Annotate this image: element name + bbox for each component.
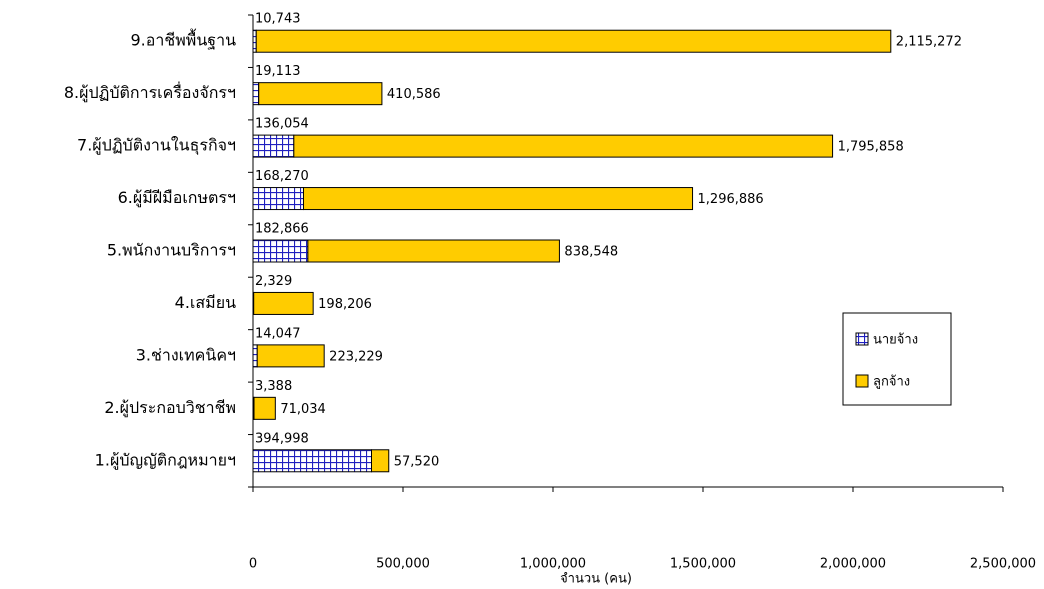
value-label: 182,866: [255, 222, 309, 237]
x-axis-title: จำนวน (คน): [560, 572, 632, 587]
value-label: 10,743: [255, 12, 301, 27]
value-label: 57,520: [394, 454, 440, 469]
category-label: 4.เสมียน: [175, 293, 236, 312]
category-label: 2.ผู้ประกอบวิชาชีพ: [104, 398, 236, 418]
bar-segment: [253, 291, 314, 315]
x-tick-label: 2,000,000: [820, 557, 886, 572]
value-label: 1,795,858: [838, 140, 904, 155]
bar-segment: [252, 239, 309, 263]
value-label: 198,206: [318, 297, 372, 312]
bar-segment: [307, 239, 560, 263]
legend-swatch: [855, 374, 869, 388]
value-label: 71,034: [280, 402, 326, 417]
bar-segment: [253, 396, 276, 420]
x-tick-label: 1,000,000: [520, 557, 586, 572]
bar-segment: [252, 134, 295, 158]
category-label: 5.พนักงานบริการฯ: [107, 241, 236, 260]
x-tick-label: 0: [249, 557, 257, 572]
bar-segment: [256, 344, 325, 368]
bar-segment: [252, 449, 372, 473]
value-label: 394,998: [255, 431, 309, 446]
value-label: 2,115,272: [896, 35, 962, 50]
value-label: 838,548: [564, 245, 618, 260]
value-label: 1,296,886: [698, 192, 764, 207]
bar-segment: [370, 449, 390, 473]
category-label: 3.ช่างเทคนิคฯ: [136, 345, 236, 364]
bar-segment: [293, 134, 834, 158]
x-tick-label: 1,500,000: [670, 557, 736, 572]
category-label: 1.ผู้บัญญัติกฎหมายฯ: [95, 450, 236, 470]
value-label: 3,388: [255, 379, 292, 394]
legend-label: ลูกจ้าง: [873, 375, 910, 390]
bar-segment: [258, 82, 383, 106]
value-label: 410,586: [387, 87, 441, 102]
value-label: 2,329: [255, 274, 292, 289]
category-label: 8.ผู้ปฏิบัติการเครื่องจักรฯ: [64, 81, 236, 103]
value-label: 168,270: [255, 169, 309, 184]
legend-box: [842, 312, 952, 406]
bar-segment: [252, 344, 258, 368]
legend-swatch: [855, 332, 869, 346]
x-tick-label: 2,500,000: [970, 557, 1036, 572]
x-tick-label: 500,000: [376, 557, 430, 572]
bar-segment: [302, 187, 694, 211]
value-label: 136,054: [255, 117, 309, 132]
value-label: 19,113: [255, 64, 301, 79]
bar-segment: [252, 187, 304, 211]
category-label: 7.ผู้ปฏิบัติงานในธุรกิจฯ: [77, 136, 236, 156]
value-label: 14,047: [255, 326, 301, 341]
legend-label: นายจ้าง: [873, 333, 918, 348]
category-label: 9.อาชีพพื้นฐาน: [131, 29, 237, 50]
bar-segment: [255, 29, 892, 53]
bar-segment: [252, 82, 260, 106]
value-label: 223,229: [329, 349, 383, 364]
category-label: 6.ผู้มีฝีมือเกษตรฯ: [118, 188, 236, 208]
